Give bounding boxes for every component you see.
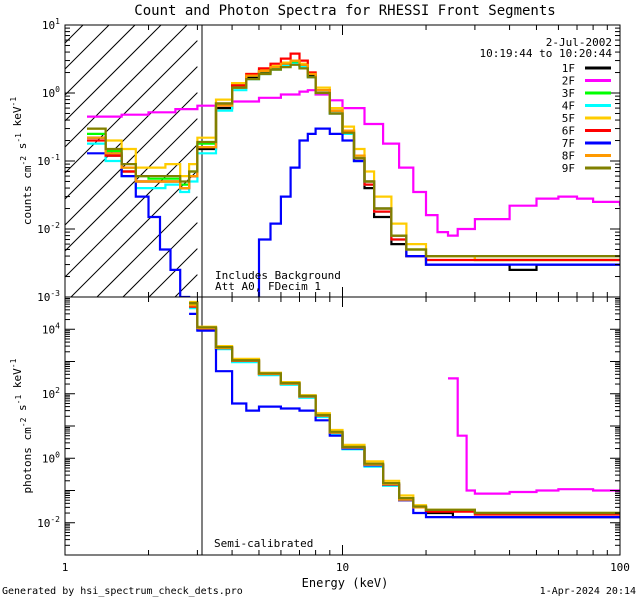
semi-calibrated-note: Semi-calibrated — [214, 537, 313, 550]
y-tick-label: 10-2 — [37, 221, 60, 236]
top-series-5f — [87, 59, 620, 262]
x-tick-label: 10 — [336, 561, 349, 574]
bottom-series-3f — [189, 303, 620, 515]
observation-date: 2-Jul-2002 — [546, 36, 612, 49]
generator-credit: Generated by hsi_spectrum_check_dets.pro — [2, 586, 243, 597]
legend-label-6f: 6F — [562, 125, 575, 138]
top-series-1f — [87, 61, 620, 271]
x-tick-label: 100 — [610, 561, 630, 574]
top-series-9f — [87, 63, 620, 258]
bottom-y-axis-label: photons cm-2 s-1 keV-1 — [9, 358, 34, 493]
legend-label-2f: 2F — [562, 75, 575, 88]
bottom-y-tick-labels: 10-2 100 102 104 — [37, 321, 60, 530]
bottom-series-1f — [189, 305, 620, 519]
generation-timestamp: 1-Apr-2024 20:14 — [540, 586, 636, 597]
bottom-series-5f — [189, 300, 620, 515]
background-note: Includes Background — [215, 269, 341, 282]
top-panel-series — [87, 52, 620, 297]
legend-label-1f: 1F — [562, 62, 575, 75]
bottom-series-8f — [189, 304, 620, 515]
x-tick-labels: 1 10 100 — [62, 561, 630, 574]
x-tick-label: 1 — [62, 561, 69, 574]
y-tick-label: 10-1 — [37, 153, 60, 168]
x-axis-label: Energy (keV) — [302, 576, 389, 590]
legend-label-7f: 7F — [562, 137, 575, 150]
observation-time-range: 10:19:44 to 10:20:44 — [480, 47, 613, 60]
hatched-region — [64, 24, 198, 298]
legend-label-9f: 9F — [562, 162, 575, 175]
y-tick-label: 104 — [42, 321, 60, 336]
y-tick-label: 100 — [42, 450, 60, 465]
attenuator-note: Att A0, FDecim 1 — [215, 280, 321, 293]
bottom-series-9f — [189, 301, 620, 515]
legend-label-8f: 8F — [562, 150, 575, 163]
legend-label-4f: 4F — [562, 100, 575, 113]
y-tick-label: 10-2 — [37, 515, 60, 530]
legend-label-5f: 5F — [562, 112, 575, 125]
top-series-2f — [87, 89, 620, 237]
bottom-series-2f — [448, 377, 620, 495]
bottom-series-7f — [189, 312, 620, 519]
axis-ticks — [64, 24, 621, 556]
bottom-panel-series — [189, 300, 620, 519]
y-tick-label: 102 — [42, 386, 60, 401]
top-y-tick-labels: 10-3 10-2 10-1 100 101 — [37, 17, 60, 304]
chart-title: Count and Photon Spectra for RHESSI Fron… — [134, 3, 555, 19]
y-tick-label: 101 — [42, 17, 60, 32]
y-tick-label: 100 — [42, 85, 60, 100]
legend-label-3f: 3F — [562, 87, 575, 100]
y-tick-label: 10-3 — [37, 289, 60, 304]
top-y-axis-label: counts cm-2 s-1 keV-1 — [9, 97, 34, 225]
